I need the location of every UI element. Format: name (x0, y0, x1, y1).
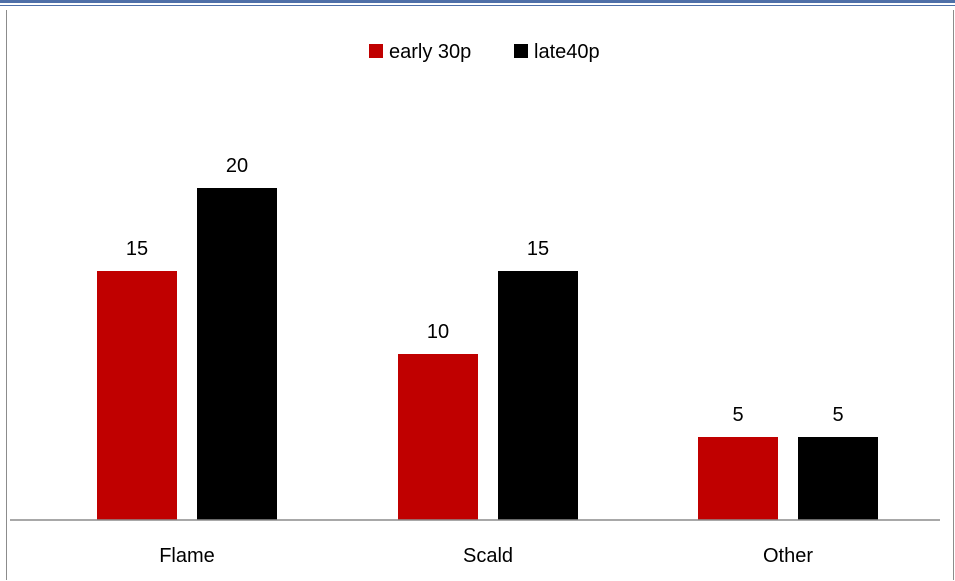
legend-label: late40p (534, 41, 600, 63)
bar-scald-early (398, 354, 478, 520)
x-tick-label: Flame (159, 545, 215, 567)
bar-other-late (798, 437, 878, 520)
x-tick-label: Scald (463, 545, 513, 567)
legend-swatch (369, 44, 383, 58)
data-label: 15 (126, 238, 148, 260)
top-border-thin (0, 5, 955, 6)
bar-other-early (698, 437, 778, 520)
bar-flame-early (97, 271, 177, 520)
data-label: 5 (832, 404, 843, 426)
bar-scald-late (498, 271, 578, 520)
legend-swatch (514, 44, 528, 58)
bars: 15 20 10 15 5 5 (97, 155, 878, 520)
x-tick-labels: Flame Scald Other (159, 545, 813, 567)
chart-frame (6, 10, 954, 580)
top-border (0, 0, 955, 3)
legend-label: early 30p (389, 41, 471, 63)
data-label: 20 (226, 155, 248, 177)
data-label: 15 (527, 238, 549, 260)
data-label: 10 (427, 321, 449, 343)
legend: early 30p late40p (369, 41, 600, 63)
data-label: 5 (732, 404, 743, 426)
bar-flame-late (197, 188, 277, 520)
x-tick-label: Other (763, 545, 813, 567)
